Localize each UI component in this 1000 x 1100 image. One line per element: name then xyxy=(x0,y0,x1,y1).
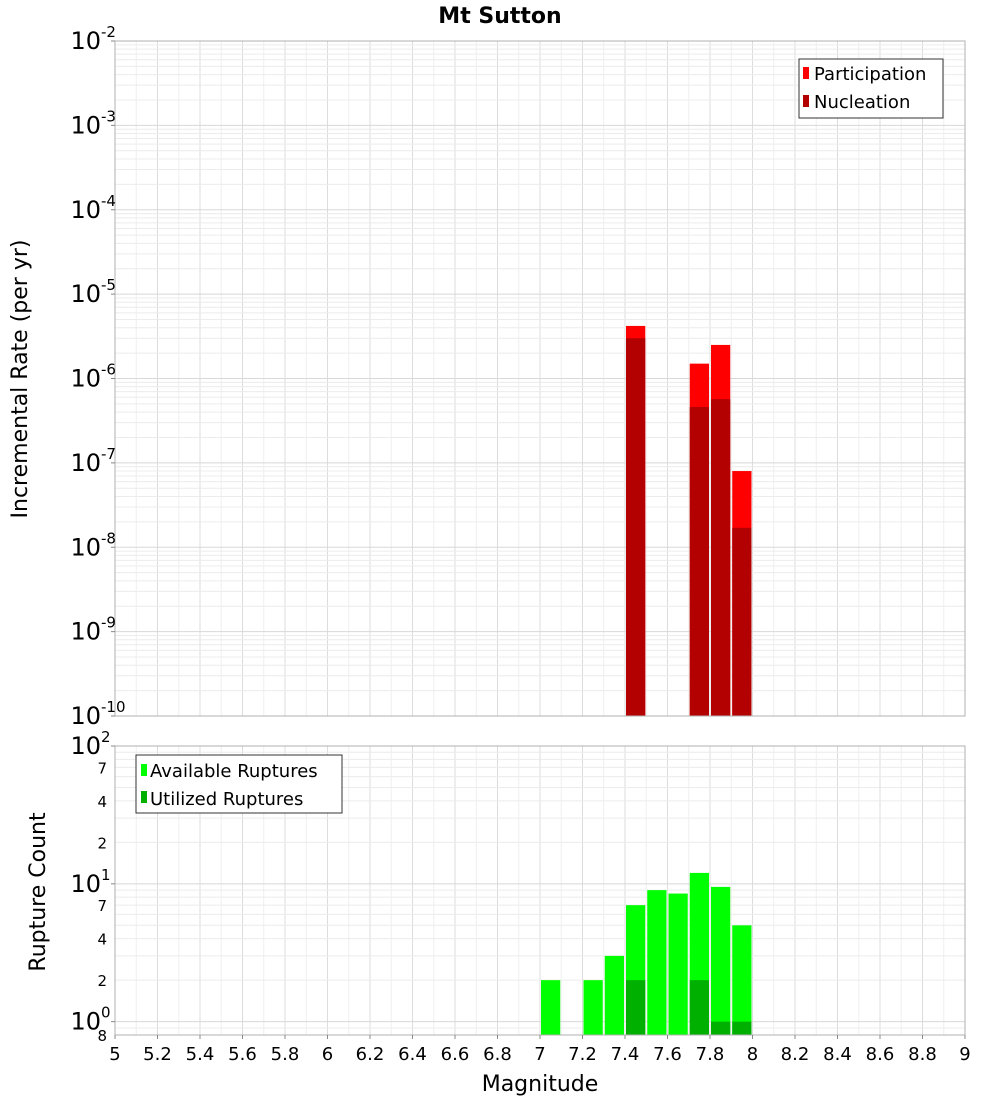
bottom-series-0 xyxy=(541,872,752,1035)
top-y-tick-exponent: -9 xyxy=(101,614,116,632)
legend-swatch-nucleation xyxy=(803,95,809,107)
bottom-series-1 xyxy=(626,980,752,1035)
bottom-y-tick-base: 10 xyxy=(70,732,101,760)
bottom-y-axis-label: Rupture Count xyxy=(26,812,51,972)
bottom-bar-available-ruptures xyxy=(732,925,752,1035)
legend-label-utilized-ruptures: Utilized Ruptures xyxy=(150,789,303,810)
bottom-y-minor-tick-label: 7 xyxy=(97,759,107,777)
legend-label-available-ruptures: Available Ruptures xyxy=(150,761,318,782)
bottom-bar-available-ruptures xyxy=(541,980,561,1035)
x-tick-label: 7.6 xyxy=(653,1044,682,1065)
x-tick-label: 6.6 xyxy=(441,1044,470,1065)
x-tick-label: 6.4 xyxy=(398,1044,427,1065)
x-tick-label: 7.4 xyxy=(611,1044,640,1065)
top-y-tick-exponent: -7 xyxy=(101,445,116,463)
x-tick-label: 9 xyxy=(959,1044,970,1065)
bottom-y-minor-tick-label: 2 xyxy=(97,834,107,852)
bottom-y-minor-tick-label: 2 xyxy=(97,972,107,990)
bottom-bar-available-ruptures xyxy=(583,980,603,1035)
bottom-bar-available-ruptures xyxy=(604,955,624,1035)
x-axis-label: Magnitude xyxy=(482,1072,599,1097)
top-y-tick-base: 10 xyxy=(70,449,101,477)
bottom-y-minor-tick-label: 4 xyxy=(97,931,107,949)
bottom-y-minor-tick-label: 7 xyxy=(97,897,107,915)
x-tick-label: 8.4 xyxy=(823,1044,852,1065)
bottom-bar-utilized-ruptures xyxy=(626,980,646,1035)
bottom-y-minor-tick-label: 8 xyxy=(97,1027,107,1045)
top-legend: Participation Nucleation xyxy=(798,58,944,119)
x-tick-label: 6 xyxy=(322,1044,333,1065)
top-y-tick-base: 10 xyxy=(70,533,101,561)
top-series-1 xyxy=(626,338,752,716)
bottom-y-tick-exponent: 2 xyxy=(101,728,111,746)
bottom-y-tick-exponent: 0 xyxy=(101,1004,111,1022)
bottom-y-tick-base: 10 xyxy=(70,870,101,898)
x-tick-label: 5.6 xyxy=(228,1044,257,1065)
bottom-bar-available-ruptures xyxy=(711,886,731,1035)
chart-title: Mt Sutton xyxy=(438,4,561,29)
bottom-bar-utilized-ruptures xyxy=(732,1021,752,1035)
x-tick-label: 5 xyxy=(109,1044,120,1065)
legend-label-participation: Participation xyxy=(814,64,926,85)
x-tick-label: 8.2 xyxy=(781,1044,810,1065)
top-y-axis-label: Incremental Rate (per yr) xyxy=(8,240,33,519)
bottom-legend: Available Ruptures Utilized Ruptures xyxy=(135,754,343,814)
top-y-tick-base: 10 xyxy=(70,27,101,55)
top-y-tick-exponent: -3 xyxy=(101,107,116,125)
x-tick-label: 6.8 xyxy=(483,1044,512,1065)
bottom-y-tick-base: 10 xyxy=(70,1008,101,1036)
top-bar-nucleation xyxy=(711,399,731,716)
top-y-tick-base: 10 xyxy=(70,280,101,308)
bottom-y-minor-tick-label: 4 xyxy=(97,793,107,811)
top-y-tick-exponent: -8 xyxy=(101,529,116,547)
bottom-y-tick-exponent: 1 xyxy=(101,866,111,884)
top-bar-nucleation xyxy=(626,338,646,716)
top-y-tick-exponent: -4 xyxy=(101,192,116,210)
bottom-bar-utilized-ruptures xyxy=(711,1021,731,1035)
x-tick-labels: 5 5.2 5.4 5.6 5.8 6 6.2 6.4 6.6 6.8 7 7.2 7.4 7.6 7.8 8… xyxy=(109,1035,971,1065)
legend-swatch-available-ruptures xyxy=(141,764,147,776)
top-y-tick-base: 10 xyxy=(70,196,101,224)
bottom-bar-utilized-ruptures xyxy=(689,980,709,1035)
top-y-tick-base: 10 xyxy=(70,111,101,139)
top-y-tick-base: 10 xyxy=(70,365,101,393)
x-tick-label: 5.8 xyxy=(271,1044,300,1065)
legend-swatch-utilized-ruptures xyxy=(141,791,147,803)
top-y-tick-exponent: -6 xyxy=(101,361,116,379)
x-tick-label: 5.4 xyxy=(186,1044,215,1065)
legend-label-nucleation: Nucleation xyxy=(814,92,910,113)
top-bar-nucleation xyxy=(732,527,752,716)
top-y-tick-exponent: -2 xyxy=(101,23,116,41)
top-bar-nucleation xyxy=(689,406,709,716)
x-tick-label: 7 xyxy=(534,1044,545,1065)
top-grid xyxy=(114,41,966,717)
top-y-tick-base: 10 xyxy=(70,618,101,646)
top-y-tick-base: 10 xyxy=(70,702,101,730)
x-tick-label: 5.2 xyxy=(143,1044,172,1065)
bottom-grid xyxy=(114,746,966,1036)
x-tick-label: 8 xyxy=(747,1044,758,1065)
top-y-tick-exponent: -10 xyxy=(101,698,126,716)
x-tick-label: 8.8 xyxy=(908,1044,937,1065)
bottom-bar-available-ruptures xyxy=(668,893,688,1035)
x-tick-label: 8.6 xyxy=(866,1044,895,1065)
x-tick-label: 6.2 xyxy=(356,1044,385,1065)
top-y-tick-exponent: -5 xyxy=(101,276,116,294)
x-tick-label: 7.2 xyxy=(568,1044,597,1065)
x-tick-label: 7.8 xyxy=(696,1044,725,1065)
legend-swatch-participation xyxy=(803,67,809,79)
bottom-bar-available-ruptures xyxy=(647,890,667,1035)
